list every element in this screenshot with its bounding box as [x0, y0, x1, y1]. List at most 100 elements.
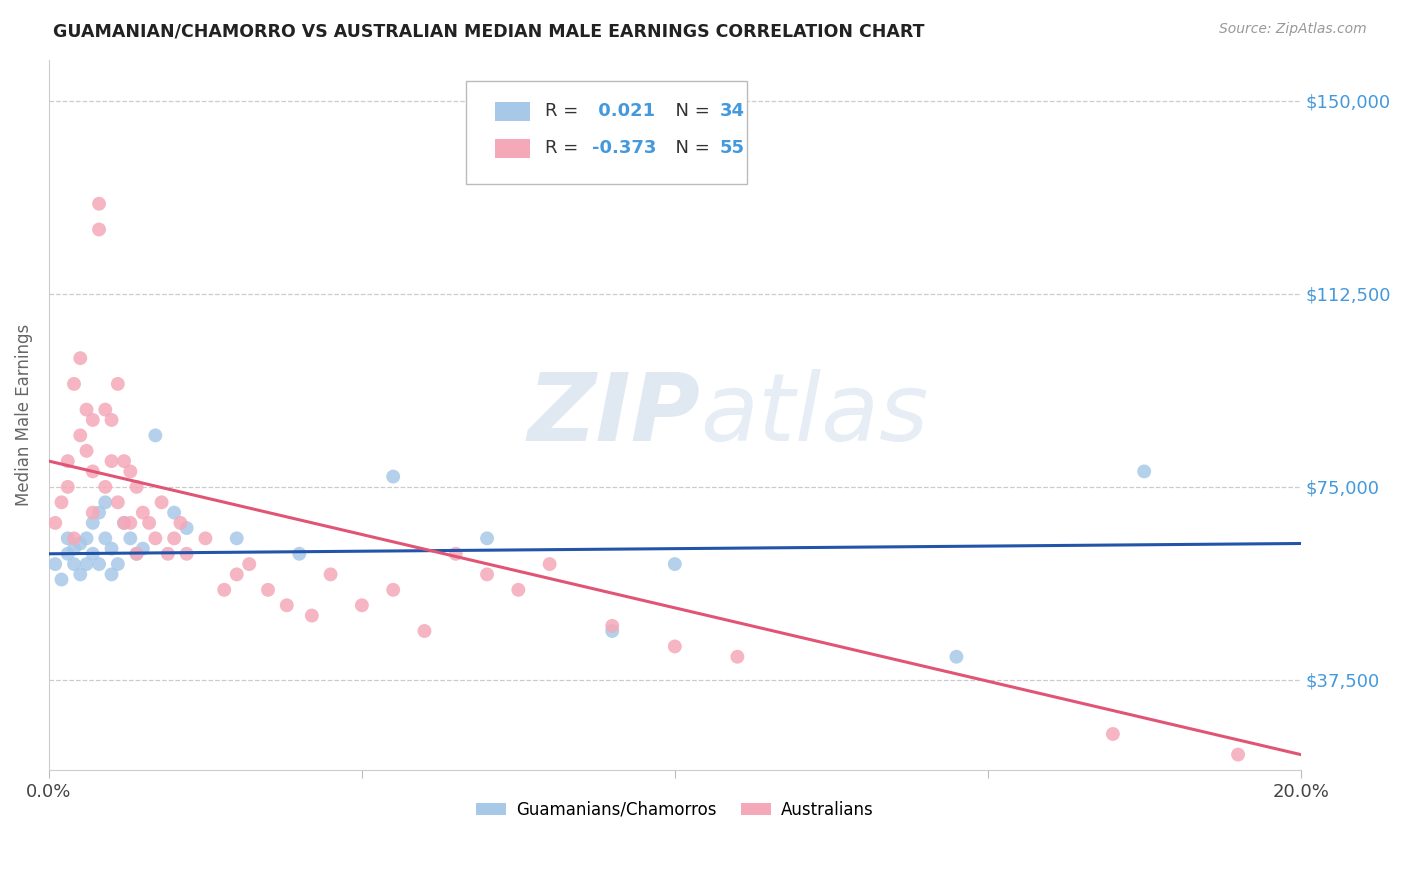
Point	[382, 582, 405, 597]
Point	[69, 536, 91, 550]
Point	[176, 547, 198, 561]
Point	[1133, 465, 1156, 479]
Point	[120, 465, 142, 479]
Point	[163, 506, 186, 520]
Point	[76, 532, 98, 546]
Point	[238, 557, 260, 571]
Point	[725, 649, 748, 664]
Point	[82, 516, 104, 530]
Point	[120, 516, 142, 530]
Point	[63, 557, 86, 571]
Point	[225, 532, 247, 546]
Point	[69, 428, 91, 442]
Text: N =: N =	[664, 139, 716, 157]
Point	[132, 541, 155, 556]
Point	[382, 469, 405, 483]
Point	[82, 547, 104, 561]
Point	[276, 599, 298, 613]
Text: 0.021: 0.021	[592, 103, 655, 120]
Point	[87, 196, 110, 211]
Text: Source: ZipAtlas.com: Source: ZipAtlas.com	[1219, 22, 1367, 37]
Point	[125, 547, 148, 561]
Point	[87, 222, 110, 236]
Point	[319, 567, 342, 582]
Point	[63, 376, 86, 391]
Point	[225, 567, 247, 582]
Point	[107, 376, 129, 391]
Point	[257, 582, 280, 597]
Point	[475, 532, 498, 546]
Legend: Guamanians/Chamorros, Australians: Guamanians/Chamorros, Australians	[470, 794, 880, 826]
Point	[475, 567, 498, 582]
Point	[125, 547, 148, 561]
Point	[107, 557, 129, 571]
Point	[945, 649, 967, 664]
Point	[94, 402, 117, 417]
Point	[82, 506, 104, 520]
Point	[600, 619, 623, 633]
Point	[1227, 747, 1250, 762]
Point	[150, 495, 173, 509]
Point	[51, 573, 73, 587]
Point	[69, 567, 91, 582]
Point	[69, 351, 91, 366]
Point	[508, 582, 530, 597]
Point	[107, 495, 129, 509]
Point	[44, 557, 66, 571]
Point	[76, 402, 98, 417]
Point	[63, 532, 86, 546]
Point	[145, 428, 167, 442]
Text: R =: R =	[544, 103, 583, 120]
Point	[56, 480, 79, 494]
Text: ZIP: ZIP	[527, 368, 700, 461]
Point	[132, 506, 155, 520]
Point	[413, 624, 436, 638]
Point	[120, 532, 142, 546]
Point	[145, 532, 167, 546]
Point	[51, 495, 73, 509]
Point	[444, 547, 467, 561]
Text: GUAMANIAN/CHAMORRO VS AUSTRALIAN MEDIAN MALE EARNINGS CORRELATION CHART: GUAMANIAN/CHAMORRO VS AUSTRALIAN MEDIAN …	[53, 22, 925, 40]
Point	[138, 516, 160, 530]
Point	[87, 557, 110, 571]
Text: atlas: atlas	[700, 369, 928, 460]
Text: 34: 34	[720, 103, 745, 120]
Point	[301, 608, 323, 623]
Point	[112, 516, 135, 530]
Point	[664, 557, 686, 571]
FancyBboxPatch shape	[465, 81, 748, 184]
Point	[82, 465, 104, 479]
Point	[94, 495, 117, 509]
Point	[600, 624, 623, 638]
Point	[76, 443, 98, 458]
Text: N =: N =	[664, 103, 716, 120]
Point	[94, 532, 117, 546]
Point	[100, 413, 122, 427]
Point	[63, 541, 86, 556]
Text: 55: 55	[720, 139, 745, 157]
Point	[1102, 727, 1125, 741]
Point	[176, 521, 198, 535]
Point	[194, 532, 217, 546]
Point	[112, 454, 135, 468]
Point	[87, 506, 110, 520]
Point	[94, 480, 117, 494]
FancyBboxPatch shape	[495, 103, 530, 120]
Point	[56, 547, 79, 561]
Point	[76, 557, 98, 571]
Point	[664, 640, 686, 654]
Point	[288, 547, 311, 561]
Point	[156, 547, 179, 561]
FancyBboxPatch shape	[495, 139, 530, 158]
Point	[100, 454, 122, 468]
Point	[112, 516, 135, 530]
Point	[125, 480, 148, 494]
Point	[44, 516, 66, 530]
Point	[56, 532, 79, 546]
Point	[538, 557, 561, 571]
Point	[163, 532, 186, 546]
Point	[82, 413, 104, 427]
Point	[212, 582, 235, 597]
Text: R =: R =	[544, 139, 583, 157]
Point	[100, 541, 122, 556]
